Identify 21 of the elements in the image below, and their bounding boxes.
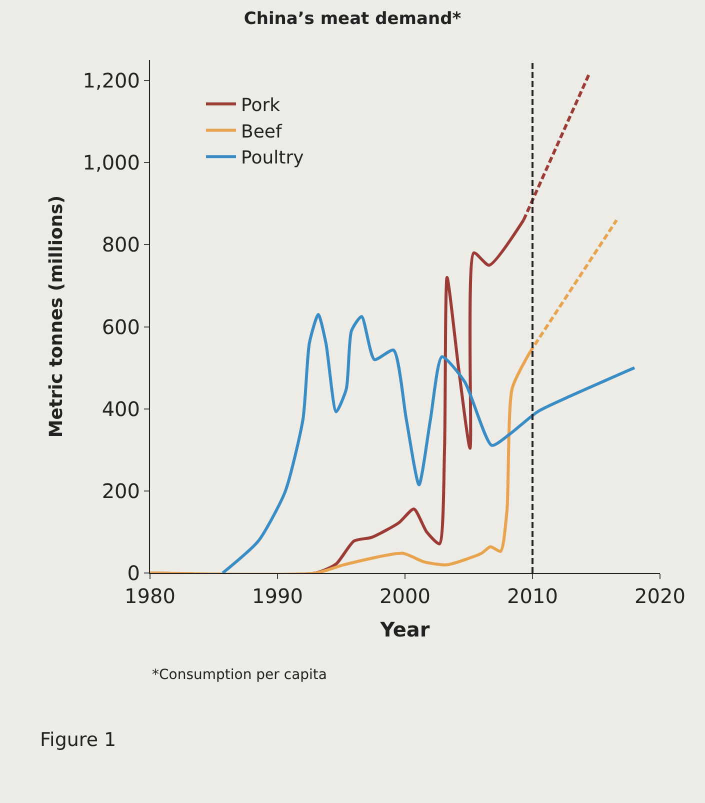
y-tick-label: 1,000 [82,150,140,175]
x-tick-label: 1990 [252,584,303,608]
y-tick-label: 1,200 [82,68,140,93]
legend-label: Beef [241,121,282,142]
text: *Consumption per capita [152,667,327,683]
chart-title: China’s meat demand* [244,8,462,29]
x-tick-label: 2000 [380,584,430,608]
x-tick-label: 1980 [124,584,176,608]
x-tick-label: 2020 [634,584,686,608]
x-axis-title: Year [379,618,430,642]
caption: Figure 1 [40,729,116,751]
y-axis-title: Metric tonnes (millions) [46,195,67,438]
y-tick-label: 0 [127,561,140,585]
legend-label: Poultry [241,148,304,169]
y-tick-label: 600 [102,314,140,339]
legend-label: Pork [241,94,281,116]
y-tick-label: 200 [102,478,140,503]
y-tick-label: 400 [102,396,140,421]
y-tick-label: 800 [102,232,140,257]
line-series [221,312,636,573]
x-tick-label: 2010 [507,584,558,608]
